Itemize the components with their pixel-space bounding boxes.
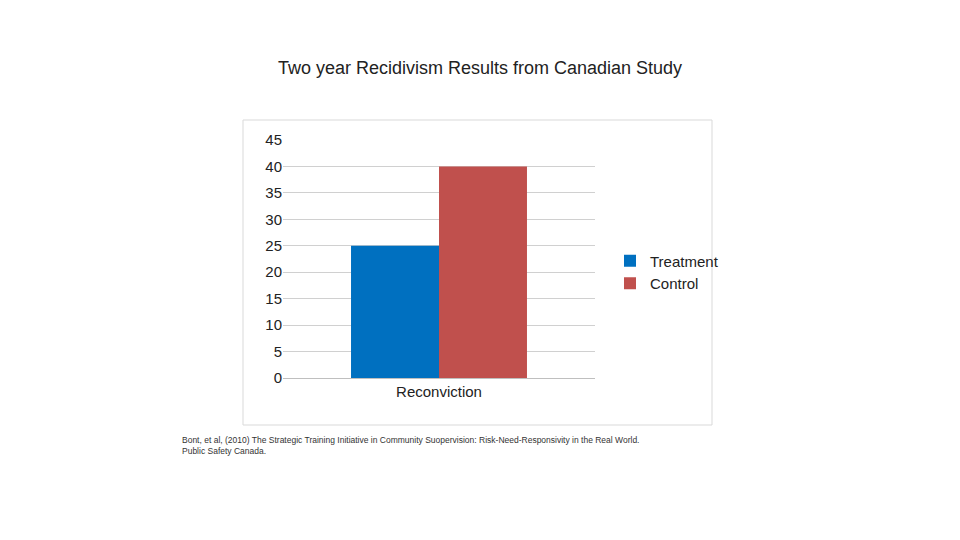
svg-text:Reconviction: Reconviction <box>396 383 482 400</box>
svg-text:15: 15 <box>265 290 282 307</box>
svg-text:30: 30 <box>265 211 282 228</box>
svg-text:40: 40 <box>265 158 282 175</box>
svg-text:20: 20 <box>265 263 282 280</box>
svg-text:35: 35 <box>265 184 282 201</box>
svg-text:5: 5 <box>274 343 282 360</box>
svg-text:Two year Recidivism Results fr: Two year Recidivism Results from Canadia… <box>278 58 682 78</box>
svg-text:10: 10 <box>265 316 282 333</box>
svg-text:45: 45 <box>265 131 282 148</box>
svg-text:Bont, et al, (2010) The Strate: Bont, et al, (2010) The Strategic Traini… <box>182 435 639 456</box>
svg-text:25: 25 <box>265 237 282 254</box>
svg-text:0: 0 <box>274 369 282 386</box>
svg-text:Treatment: Treatment <box>650 253 719 270</box>
svg-text:Control: Control <box>650 275 698 292</box>
